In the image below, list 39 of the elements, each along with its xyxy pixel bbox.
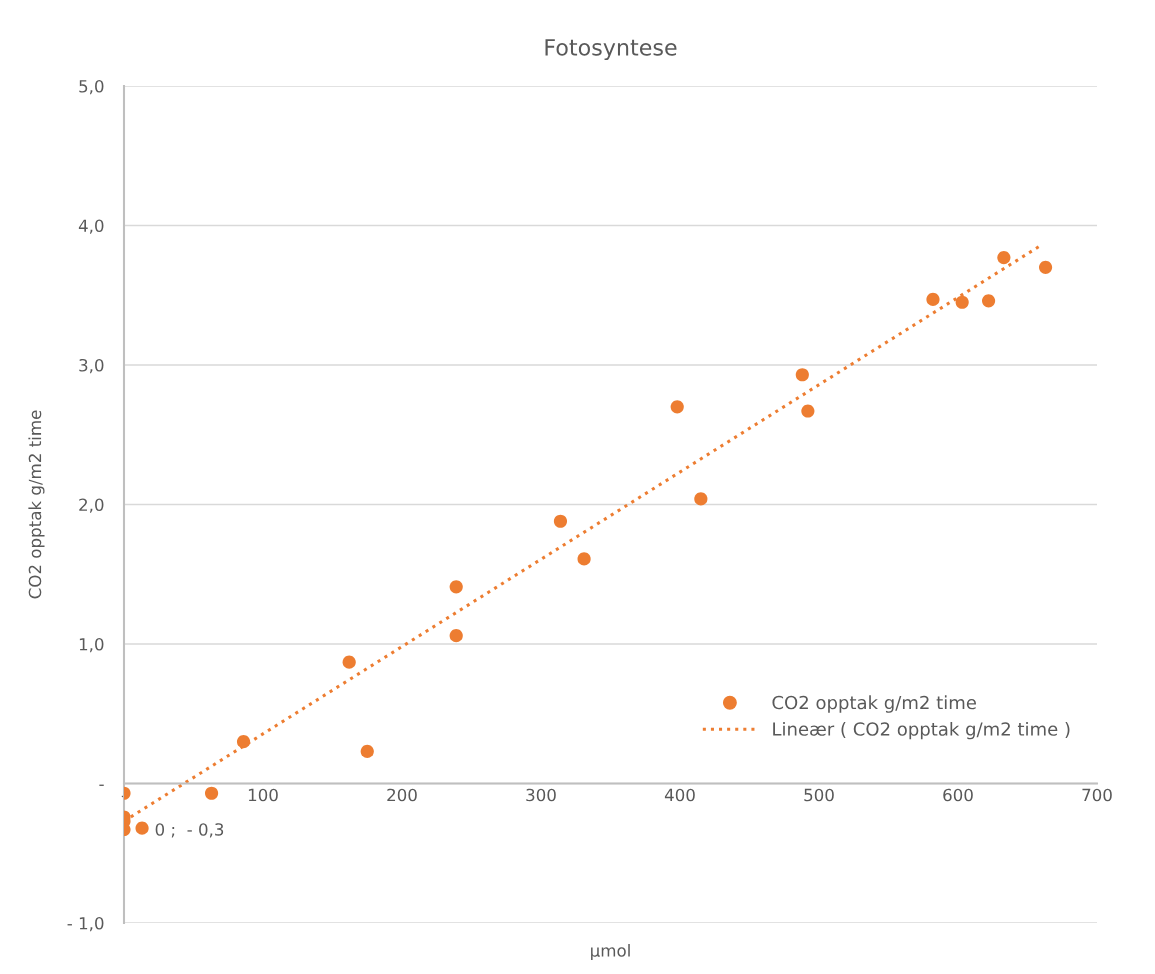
x-tick-label: 300 xyxy=(526,788,556,802)
y-tick-label: 2,0 xyxy=(79,498,104,513)
x-tick-label: 400 xyxy=(664,788,695,802)
x-tick-label: 700 xyxy=(1082,788,1112,802)
x-tick-label: 200 xyxy=(387,788,417,802)
point xyxy=(135,821,149,835)
point xyxy=(360,744,374,758)
point xyxy=(981,294,996,308)
point xyxy=(955,295,969,309)
y-tick-label: 1,0 xyxy=(79,637,104,653)
legend-label: Lineær ( CO2 opptak g/m2 time ) xyxy=(773,721,1070,740)
point xyxy=(553,514,568,528)
y-tick-label: - 1,0 xyxy=(67,916,104,932)
point xyxy=(926,292,940,307)
y-tick-label: 3,0 xyxy=(79,358,104,374)
x-tick-label: 500 xyxy=(804,788,834,802)
point xyxy=(449,629,463,643)
point xyxy=(449,580,463,594)
x-tick-label: 100 xyxy=(248,788,278,802)
point xyxy=(670,400,684,414)
point xyxy=(342,655,356,669)
x-axis-title: µmol xyxy=(591,943,630,961)
point xyxy=(577,552,591,566)
point xyxy=(795,368,809,382)
point xyxy=(997,251,1011,265)
point xyxy=(236,735,251,749)
x-tick-label: - xyxy=(121,795,127,798)
point xyxy=(204,786,219,800)
y-tick-label: - xyxy=(99,784,104,786)
point xyxy=(1038,260,1053,274)
chart-title: Fotosyntese xyxy=(545,39,677,61)
y-tick-label: 5,0 xyxy=(79,79,104,95)
point xyxy=(801,404,815,418)
y-tick-label: 4,0 xyxy=(78,219,104,234)
x-tick-label: 600 xyxy=(943,788,973,802)
y-axis-title: CO2 opptak g/m2 time xyxy=(28,410,45,599)
point xyxy=(694,492,708,506)
legend-label: CO2 opptak g/m2 time xyxy=(772,695,976,713)
annotation: 0 ; - 0,3 xyxy=(155,823,224,838)
